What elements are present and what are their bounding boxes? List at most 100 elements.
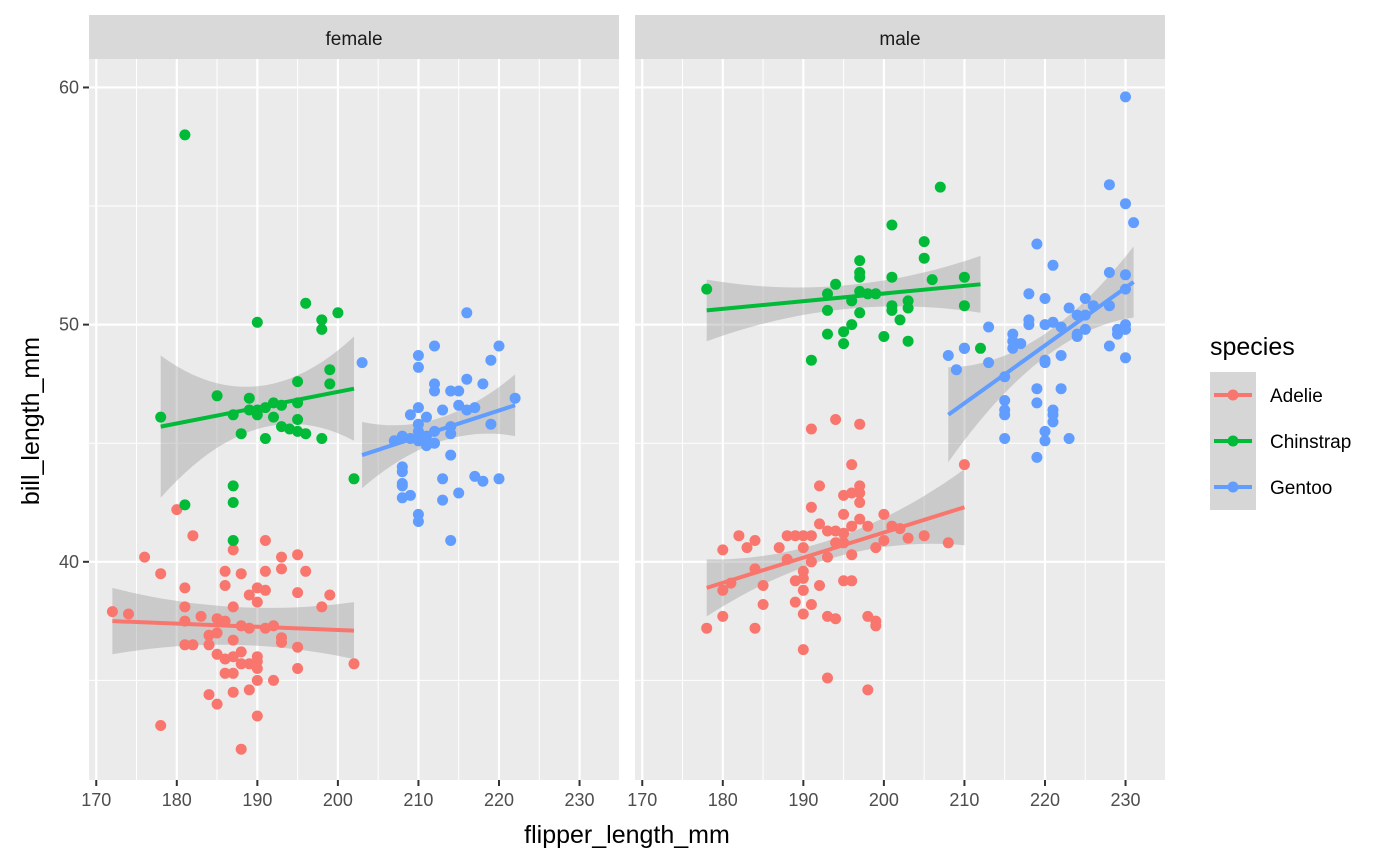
point-adelie <box>235 568 247 580</box>
point-chinstrap <box>854 307 866 319</box>
point-gentoo <box>1071 309 1083 321</box>
legend-item-gentoo: Gentoo <box>1210 464 1332 510</box>
point-chinstrap <box>902 302 914 314</box>
point-adelie <box>292 549 304 561</box>
point-adelie <box>259 584 271 596</box>
point-gentoo <box>1055 383 1067 395</box>
point-gentoo <box>437 494 449 506</box>
point-gentoo <box>477 378 489 390</box>
point-adelie <box>219 667 231 679</box>
point-adelie <box>757 599 769 610</box>
point-adelie <box>348 658 360 670</box>
point-gentoo <box>950 364 962 376</box>
point-gentoo <box>437 473 449 485</box>
fit-line-gentoo <box>947 280 1135 417</box>
point-adelie <box>814 480 825 492</box>
point-chinstrap <box>179 499 191 511</box>
x-tick-label: 180 <box>162 790 192 810</box>
point-adelie <box>259 565 271 577</box>
point-adelie <box>862 610 874 622</box>
point-chinstrap <box>227 480 239 492</box>
facet-strip-male <box>635 15 1165 59</box>
point-adelie <box>822 551 833 563</box>
point-chinstrap <box>822 328 833 340</box>
point-chinstrap <box>211 390 223 402</box>
point-chinstrap <box>179 129 191 141</box>
point-adelie <box>805 530 817 542</box>
point-adelie <box>797 584 809 596</box>
point-adelie <box>227 601 239 613</box>
point-gentoo <box>942 350 954 361</box>
point-chinstrap <box>259 433 271 444</box>
point-adelie <box>227 651 239 663</box>
point-adelie <box>854 487 866 499</box>
point-adelie <box>251 596 263 608</box>
point-adelie <box>733 530 745 542</box>
point-gentoo <box>1079 293 1091 304</box>
fit-line-gentoo <box>361 403 516 457</box>
point-gentoo <box>412 350 424 361</box>
point-chinstrap <box>701 283 713 295</box>
point-chinstrap <box>324 364 336 376</box>
legend-title: species <box>1210 333 1295 361</box>
point-adelie <box>219 580 231 591</box>
point-gentoo <box>412 516 424 527</box>
point-gentoo <box>983 357 995 369</box>
point-gentoo <box>404 409 416 421</box>
point-adelie <box>243 589 255 601</box>
point-gentoo <box>1039 357 1051 369</box>
point-adelie <box>276 563 287 575</box>
point-gentoo <box>445 428 457 440</box>
point-adelie <box>846 459 858 471</box>
point-gentoo <box>1055 350 1067 361</box>
point-gentoo <box>1031 383 1043 395</box>
point-gentoo <box>493 340 505 352</box>
legend-key-point <box>1227 389 1239 401</box>
point-chinstrap <box>227 497 239 508</box>
point-adelie <box>854 513 866 525</box>
point-adelie <box>805 556 817 568</box>
point-gentoo <box>404 489 416 501</box>
point-adelie <box>862 520 874 532</box>
point-adelie <box>805 501 817 513</box>
point-gentoo <box>1031 397 1043 409</box>
point-adelie <box>846 520 858 532</box>
point-chinstrap <box>251 409 263 421</box>
point-adelie <box>822 672 833 684</box>
point-adelie <box>878 508 890 520</box>
y-tick-label: 40 <box>59 552 79 572</box>
fit-line-chinstrap <box>706 282 981 313</box>
point-adelie <box>324 589 336 601</box>
point-gentoo <box>1007 342 1019 354</box>
point-adelie <box>814 518 825 530</box>
point-adelie <box>203 639 215 651</box>
point-gentoo <box>1047 316 1059 328</box>
point-adelie <box>235 743 247 755</box>
point-chinstrap <box>958 271 970 283</box>
point-adelie <box>741 542 753 554</box>
fit-lines-female <box>112 386 516 633</box>
point-chinstrap <box>292 414 304 425</box>
point-adelie <box>251 663 263 674</box>
point-chinstrap <box>300 428 312 440</box>
point-adelie <box>235 658 247 670</box>
point-adelie <box>276 551 287 563</box>
point-adelie <box>749 622 761 634</box>
point-adelie <box>830 414 842 425</box>
point-chinstrap <box>332 307 344 319</box>
point-chinstrap <box>934 181 946 193</box>
point-chinstrap <box>324 378 336 390</box>
point-adelie <box>219 565 231 577</box>
x-tick-label: 170 <box>627 790 657 810</box>
point-adelie <box>251 710 263 722</box>
point-adelie <box>814 580 825 591</box>
point-chinstrap <box>830 278 842 290</box>
point-adelie <box>179 582 191 594</box>
point-adelie <box>805 423 817 435</box>
point-chinstrap <box>838 338 850 350</box>
point-gentoo <box>445 449 457 461</box>
point-chinstrap <box>838 326 850 338</box>
point-adelie <box>862 684 874 696</box>
point-chinstrap <box>918 252 930 264</box>
point-chinstrap <box>243 392 255 404</box>
